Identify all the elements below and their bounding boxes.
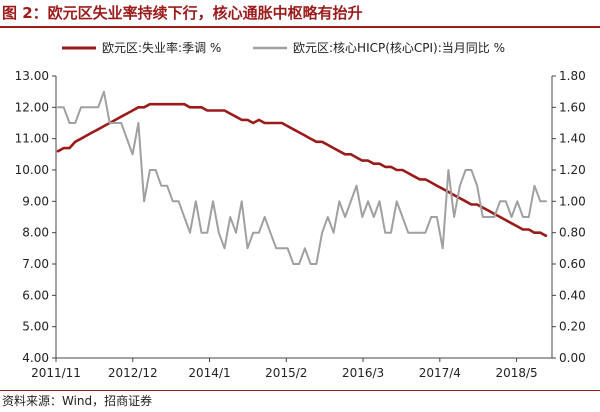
x-tick-label: 2011/11 xyxy=(31,366,81,380)
y-right-tick-label: 0.80 xyxy=(559,226,586,240)
series-line-1 xyxy=(56,102,548,238)
x-tick-label: 2017/4 xyxy=(419,366,461,380)
y-left-tick-label: 6.00 xyxy=(22,288,49,302)
y-left-tick-label: 11.00 xyxy=(15,132,49,146)
y-left-tick-label: 8.00 xyxy=(22,226,49,240)
x-tick-label: 2015/2 xyxy=(265,366,307,380)
y-left-tick-label: 9.00 xyxy=(22,194,49,208)
legend-label-1: 欧元区:失业率:季调 % xyxy=(102,40,221,55)
y-right-tick-label: 1.60 xyxy=(559,100,586,114)
legend-label-2: 欧元区:核心HICP(核心CPI):当月同比 % xyxy=(293,41,505,55)
figure-title: 图 2：欧元区失业率持续下行，核心通胀中枢略有抬升 xyxy=(2,4,363,22)
title-rule xyxy=(0,26,600,28)
series-line-2 xyxy=(57,90,547,265)
x-tick-label: 2012/12 xyxy=(108,366,158,380)
y-right-tick-label: 0.60 xyxy=(559,257,586,271)
y-right-tick-label: 1.40 xyxy=(559,132,586,146)
y-left-tick-label: 4.00 xyxy=(22,351,49,365)
x-tick-label: 2016/3 xyxy=(342,366,384,380)
line-chart: 4.00 5.00 6.00 7.00 8.00 9.00 10.00 11.00 12.00 1… xyxy=(15,40,586,380)
y-left-tick-label: 12.00 xyxy=(15,100,49,114)
y-right-tick-label: 0.40 xyxy=(559,288,586,302)
y-right-tick-label: 1.00 xyxy=(559,194,586,208)
x-tick-label: 2018/5 xyxy=(495,366,537,380)
y-right-tick-label: 1.80 xyxy=(559,69,586,83)
y-left-tick-label: 10.00 xyxy=(15,163,49,177)
y-right-tick-label: 1.20 xyxy=(559,163,586,177)
source-note: 资料来源：Wind，招商证券 xyxy=(2,394,153,408)
x-tick-label: 2014/1 xyxy=(188,366,230,380)
y-left-tick-label: 13.00 xyxy=(15,69,49,83)
y-right-tick-label: 0.20 xyxy=(559,320,586,334)
y-right-tick-label: 0.00 xyxy=(559,351,586,365)
y-left-tick-label: 5.00 xyxy=(22,320,49,334)
y-left-tick-label: 7.00 xyxy=(22,257,49,271)
source-rule xyxy=(0,390,600,391)
